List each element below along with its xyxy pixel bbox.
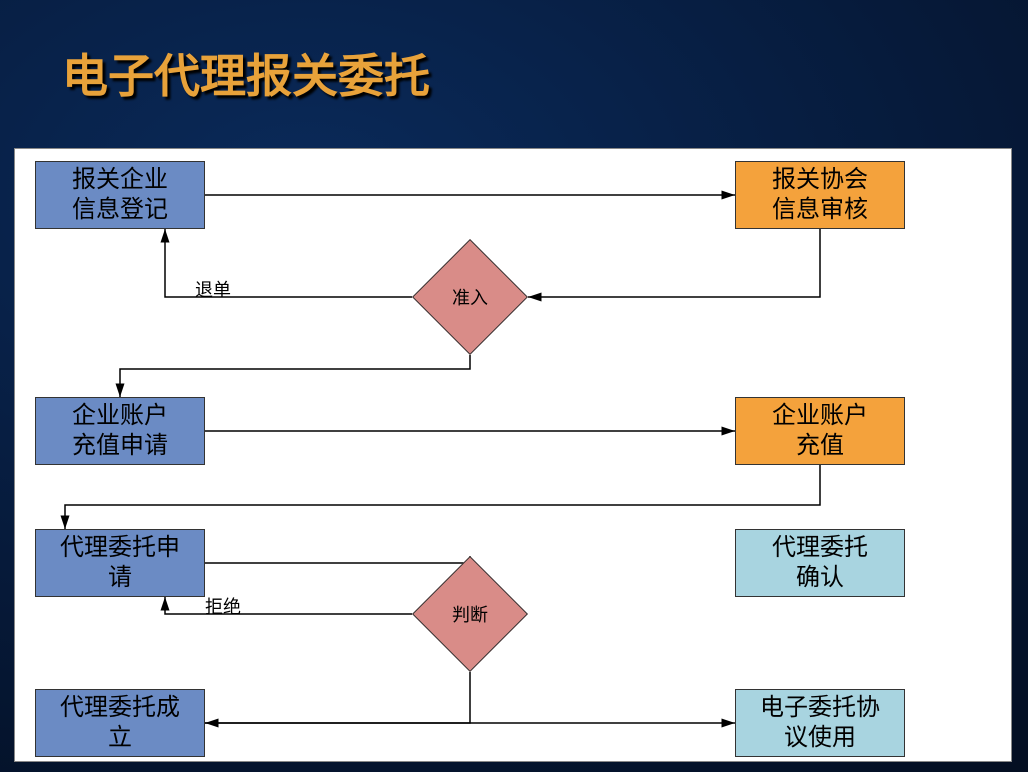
node-n6: 代理委托确认 bbox=[735, 529, 905, 597]
flowchart: 报关企业信息登记报关协会信息审核企业账户充值申请企业账户充值代理委托申请代理委托… bbox=[14, 148, 1012, 762]
slide: 电子代理报关委托 报关企业信息登记报关协会信息审核企业账户充值申请企业账户充值代… bbox=[0, 0, 1028, 772]
decision-label-d1: 准入 bbox=[412, 239, 528, 355]
edge-1 bbox=[528, 229, 820, 297]
node-n4: 企业账户充值 bbox=[735, 397, 905, 465]
edge-label-1: 拒绝 bbox=[205, 593, 241, 619]
node-n8: 电子委托协议使用 bbox=[735, 689, 905, 757]
decision-label-d2: 判断 bbox=[412, 556, 528, 672]
edge-label-0: 退单 bbox=[195, 276, 231, 302]
node-n1: 报关企业信息登记 bbox=[35, 161, 205, 229]
edge-7 bbox=[165, 597, 412, 614]
node-n5: 代理委托申请 bbox=[35, 529, 205, 597]
decision-d2: 判断 bbox=[412, 556, 528, 672]
decision-d1: 准入 bbox=[412, 239, 528, 355]
edge-5 bbox=[65, 465, 820, 529]
slide-title: 电子代理报关委托 bbox=[62, 40, 430, 106]
node-n7: 代理委托成立 bbox=[35, 689, 205, 757]
node-n2: 报关协会信息审核 bbox=[735, 161, 905, 229]
edge-6 bbox=[205, 672, 470, 723]
node-n3: 企业账户充值申请 bbox=[35, 397, 205, 465]
edge-3 bbox=[120, 355, 470, 397]
